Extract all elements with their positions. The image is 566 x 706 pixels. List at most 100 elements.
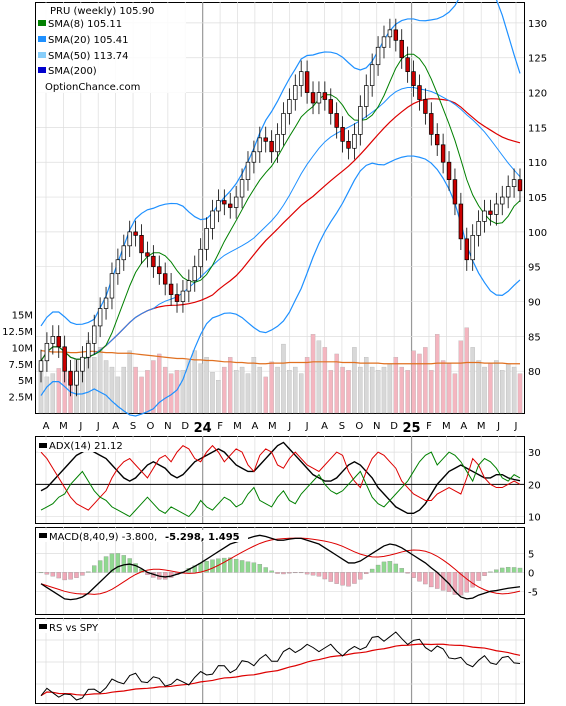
macd-label: MACD(8,40,9) -3.800,: [49, 532, 157, 543]
volume-bar: [488, 363, 493, 414]
volume-bar: [56, 368, 61, 414]
x-tick-label: J: [514, 421, 518, 432]
x-tick-label: D: [181, 421, 189, 432]
candle-body: [275, 134, 280, 153]
volume-bar: [269, 361, 274, 414]
candle-body: [440, 144, 446, 163]
bollinger-lower-band: [40, 155, 521, 417]
volume-bar: [281, 343, 286, 414]
rs-legend: RS vs SPY: [38, 621, 108, 634]
candle-body: [517, 179, 523, 192]
candle-body: [233, 196, 239, 208]
macd-histogram-bar: [245, 561, 251, 573]
x-tick-label: N: [373, 421, 380, 432]
volume-bar: [381, 366, 387, 414]
macd-histogram-bar: [387, 561, 393, 573]
volume-bar: [180, 370, 186, 414]
price-tick-label: 100: [528, 228, 547, 239]
volume-bar: [458, 340, 464, 414]
x-tick-label: M: [59, 421, 68, 432]
macd-histogram-bar: [127, 558, 132, 573]
macd-histogram-bar: [346, 572, 351, 587]
candle-body: [38, 360, 44, 372]
candle-body: [257, 137, 263, 153]
x-tick-label: F: [426, 421, 432, 432]
macd-histogram-bar: [86, 571, 91, 573]
macd-series: [38, 534, 523, 601]
candle-body: [423, 99, 428, 114]
candle-body: [399, 39, 404, 59]
macd-histogram-bar: [494, 569, 499, 573]
x-tick-label: A: [460, 421, 467, 432]
candle-body: [228, 203, 233, 208]
candle-body: [434, 134, 440, 146]
macd-histogram-bar: [488, 571, 493, 573]
candle-body: [364, 85, 369, 107]
macd-histogram-bar: [369, 568, 375, 573]
candle-body: [97, 308, 103, 327]
sma50-legend: SMA(50) 113.74: [48, 51, 129, 62]
x-tick-label: S: [339, 421, 345, 432]
candle-body: [298, 71, 304, 86]
macd-histogram-bar: [80, 572, 85, 576]
volume-bar: [369, 366, 375, 414]
macd-histogram-bar: [109, 553, 115, 573]
macd-histogram-bar: [115, 553, 121, 573]
x-tick-label: O: [147, 421, 155, 432]
candle-body: [429, 113, 434, 135]
macd-histogram-bar: [352, 572, 357, 584]
minus-di-line: [40, 444, 521, 511]
adx-tick-label: 20: [528, 480, 541, 491]
candle-body: [245, 161, 251, 180]
volume-bar: [440, 360, 446, 414]
volume-bar: [239, 366, 245, 414]
volume-bar: [346, 370, 351, 414]
volume-bar: [352, 347, 357, 414]
candle-body: [346, 140, 351, 149]
volume-bar: [133, 366, 138, 414]
candle-body: [310, 92, 316, 104]
candle-body: [281, 113, 286, 135]
rs-average-line: [40, 643, 521, 697]
macd-tick-label: -5: [528, 587, 538, 598]
macd-histogram-bar: [517, 567, 523, 573]
volume-bar: [364, 357, 369, 414]
x-tick-label: A: [43, 421, 50, 432]
macd-histogram-bar: [228, 557, 233, 573]
macd-histogram-bar: [97, 560, 103, 573]
volume-bar: [109, 366, 115, 414]
macd-line: [40, 534, 521, 601]
macd-histogram-bar: [423, 572, 428, 585]
volume-bar: [245, 373, 251, 414]
sma20-line: [40, 87, 521, 362]
candle-body: [505, 186, 511, 198]
macd-histogram-bar: [38, 572, 44, 574]
candle-body: [340, 127, 345, 142]
candle-body: [452, 179, 458, 205]
candle-body: [405, 57, 410, 73]
macd-histogram-bar: [399, 568, 404, 573]
axis-labels: A M J J A S O N D 24 F M A M J J A S O N D 25 F M A M J J8085909510…: [2, 19, 547, 598]
macd-histogram-bar: [434, 572, 440, 589]
volume-bar: [322, 347, 328, 414]
volume-bar: [186, 360, 192, 414]
volume-bar: [44, 376, 50, 414]
volume-bar: [50, 373, 56, 414]
volume-bar: [275, 366, 280, 414]
volume-bar: [298, 373, 304, 414]
macd-signal-label: -5.298,: [165, 532, 205, 543]
candle-body: [168, 283, 174, 295]
candle-body: [269, 140, 274, 153]
volume-bar: [287, 370, 292, 414]
volume-bar: [162, 366, 168, 414]
price-tick-label: 120: [528, 89, 547, 100]
adx-tick-label: 10: [528, 513, 541, 524]
candle-body: [103, 297, 109, 309]
candle-body: [446, 161, 452, 180]
volume-bar: [257, 366, 263, 414]
volume-bar: [310, 334, 316, 414]
volume-bar: [222, 366, 227, 414]
price-tick-label: 115: [528, 123, 547, 134]
macd-histogram-bar: [464, 572, 469, 593]
candle-body: [198, 248, 203, 268]
